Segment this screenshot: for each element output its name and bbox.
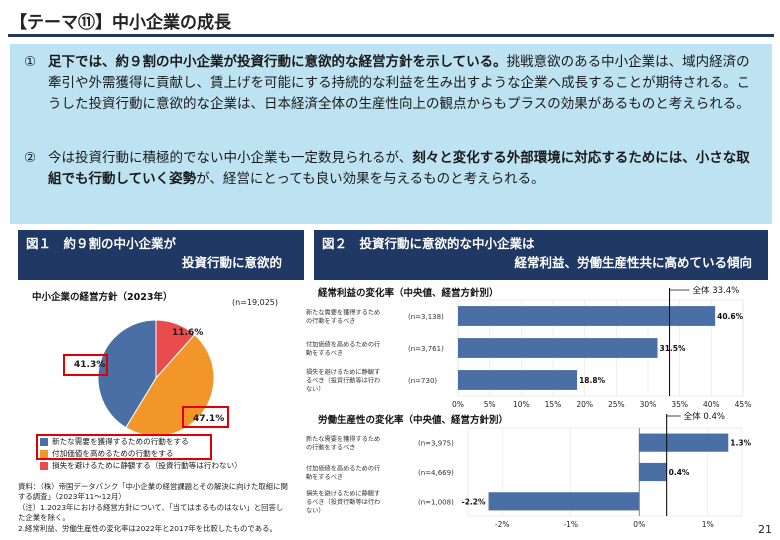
- pie-label-value: 47.1%: [193, 414, 225, 424]
- fig1-title-line1: 図１ 約９割の中小企業が: [26, 236, 177, 251]
- page-number: 21: [758, 523, 772, 536]
- point-1-rest: 挑戦意欲のある中小企業は、域内経済の牽引や外需獲得に貢献し、賃上げを可能にする持…: [48, 54, 751, 112]
- x-tick-label: -1%: [563, 520, 578, 529]
- reference-label: 全体 33.4%: [693, 286, 740, 296]
- highlight-box-demand: [63, 354, 108, 376]
- legend-swatch-loss: [40, 462, 48, 470]
- category-label: 付加価値を高めるための行動をするべき: [306, 464, 380, 481]
- chartA-title: 経常利益の変化率（中央値、経営方針別）: [318, 288, 499, 299]
- source-notes: 資料：（株）帝国データバンク「中小企業の経営課題とその解決に向けた取組に関する調…: [18, 482, 288, 534]
- point-1-number: ①: [24, 54, 37, 70]
- fig2-title-line2: 経常利益、労働生産性共に高めている傾向: [514, 255, 752, 270]
- x-tick-label: 25%: [608, 400, 625, 409]
- x-tick-label: 0%: [633, 520, 645, 529]
- fig1-header: 図１ 約９割の中小企業が 投資行動に意欲的: [18, 230, 304, 280]
- pie-slice-demand: [97, 319, 157, 429]
- point-1-bold: 足下では、約９割の中小企業が投資行動に意欲的な経営方針を示している。: [48, 54, 507, 70]
- summary-point-2: ② 今は投資行動に積極的でない中小企業も一定数見られるが、刻々と変化する外部環境…: [24, 148, 754, 190]
- x-tick-label: 40%: [703, 400, 720, 409]
- pie-legend: 新たな需要を獲得するための行動をする 付加価値を高めるための行動をする 損失を避…: [40, 436, 242, 472]
- x-tick-label: 15%: [545, 400, 562, 409]
- n-label: (n=4,669): [418, 469, 454, 477]
- bar: [458, 306, 716, 326]
- legend-label-loss: 損失を避けるために静観する（投資行動等は行わない）: [52, 461, 242, 470]
- highlight-box-legend: [36, 434, 212, 460]
- fig1-n: (n=19,025): [232, 298, 279, 307]
- category-label: 損失を避けるために静観するべき（投資行動等は行わない）: [306, 368, 380, 393]
- fig2-title-line1: 図２ 投資行動に意欲的な中小企業は: [322, 236, 535, 251]
- n-label: (n=3,761): [408, 345, 444, 353]
- legend-swatch-value: [40, 450, 48, 458]
- x-tick-label: -2%: [495, 520, 510, 529]
- bar-value-label: 40.6%: [717, 312, 744, 321]
- title-rule: [8, 34, 774, 37]
- n-label: (n=3,975): [418, 440, 454, 448]
- legend-label-demand: 新たな需要を獲得するための行動をする: [52, 437, 189, 446]
- n-label: (n=1,008): [418, 498, 454, 506]
- legend-item-loss: 損失を避けるために静観する（投資行動等は行わない）: [40, 460, 242, 472]
- point-2-text: 今は投資行動に積極的でない中小企業も一定数見られるが、刻々と変化する外部環境に対…: [48, 148, 754, 190]
- n-label: (n=730): [408, 377, 437, 385]
- pie-label-demand: 41.3%: [74, 360, 106, 370]
- category-label: 損失を避けるために静観するべき（投資行動等は行わない）: [306, 489, 380, 514]
- bar-value-label: 18.8%: [579, 376, 606, 385]
- bar: [488, 492, 640, 511]
- category-label: 新たな需要を獲得するための行動をするべき: [306, 435, 380, 452]
- x-tick-label: 45%: [735, 400, 752, 409]
- x-tick-label: 5%: [484, 400, 496, 409]
- point-2-post: が、経営にとっても良い効果を与えるものと考えられる。: [196, 171, 545, 187]
- summary-box: ① 足下では、約９割の中小企業が投資行動に意欲的な経営方針を示している。挑戦意欲…: [10, 44, 772, 224]
- point-1-text: 足下では、約９割の中小企業が投資行動に意欲的な経営方針を示している。挑戦意欲のあ…: [48, 52, 754, 115]
- fig1-title-line2: 投資行動に意欲的: [181, 255, 282, 270]
- bar-value-label: -2.2%: [462, 497, 486, 506]
- bar-chart-profit: 0% 5% 10% 15% 20% 25% 30% 35% 40% 45% 40.6% 新たな需要を獲…: [306, 286, 752, 409]
- pie-label-loss: 11.6%: [172, 328, 204, 338]
- legend-item-demand: 新たな需要を獲得するための行動をする: [40, 436, 242, 448]
- category-label: 新たな需要を獲得するための行動をするべき: [306, 308, 380, 325]
- summary-point-1: ① 足下では、約９割の中小企業が投資行動に意欲的な経営方針を示している。挑戦意欲…: [24, 52, 754, 115]
- bar: [458, 338, 658, 358]
- n-label: (n=3,138): [408, 313, 444, 321]
- bar-chart-productivity: -2% -1% 0% 1% 1.3% 新たな需要を獲得するための行動をするべき (n=3,9…: [306, 411, 752, 529]
- x-tick-label: 0%: [452, 400, 464, 409]
- note-1: （注）1.2023年における経営方針について、「当てはまるものはない」と回答した…: [18, 502, 284, 523]
- x-tick-label: 10%: [513, 400, 530, 409]
- x-tick-label: 30%: [640, 400, 657, 409]
- bar-value-label: 1.3%: [730, 439, 751, 448]
- highlight-box-value: [182, 406, 229, 428]
- bar: [458, 370, 578, 390]
- note-2: 2.経常利益、労働生産性の変化率は2022年と2017年を比較したものである。: [18, 523, 277, 533]
- legend-swatch-demand: [40, 438, 48, 446]
- point-2-pre: 今は投資行動に積極的でない中小企業も一定数見られるが、: [48, 150, 413, 166]
- point-2-bold: 刻々と変化する外部環境に対応するためには、小さな取組でも行動していく姿勢: [48, 150, 750, 187]
- bar-value-label: 0.4%: [669, 468, 690, 477]
- point-2-number: ②: [24, 150, 37, 166]
- legend-item-value: 付加価値を高めるための行動をする: [40, 448, 242, 460]
- pie-chart: [97, 319, 215, 437]
- category-label: 付加価値を高めるための行動をするべき: [306, 340, 380, 357]
- fig2-header: 図２ 投資行動に意欲的な中小企業は 経常利益、労働生産性共に高めている傾向: [314, 230, 768, 280]
- chartB-title: 労働生産性の変化率（中央値、経営方針別）: [318, 415, 509, 426]
- page-title: 【テーマ⑪】中小企業の成長: [10, 13, 231, 33]
- legend-label-value: 付加価値を高めるための行動をする: [52, 449, 174, 458]
- x-tick-label: 1%: [702, 520, 714, 529]
- bar-value-label: 31.5%: [660, 344, 687, 353]
- bar: [639, 433, 729, 452]
- note-source: 資料：（株）帝国データバンク「中小企業の経営課題とその解決に向けた取組に関する調…: [18, 482, 288, 502]
- x-tick-label: 20%: [576, 400, 593, 409]
- bar: [639, 462, 667, 482]
- reference-label: 全体 0.4%: [684, 411, 725, 422]
- x-tick-label: 35%: [671, 400, 688, 409]
- fig1-subtitle: 中小企業の経営方針（2023年）: [32, 292, 173, 303]
